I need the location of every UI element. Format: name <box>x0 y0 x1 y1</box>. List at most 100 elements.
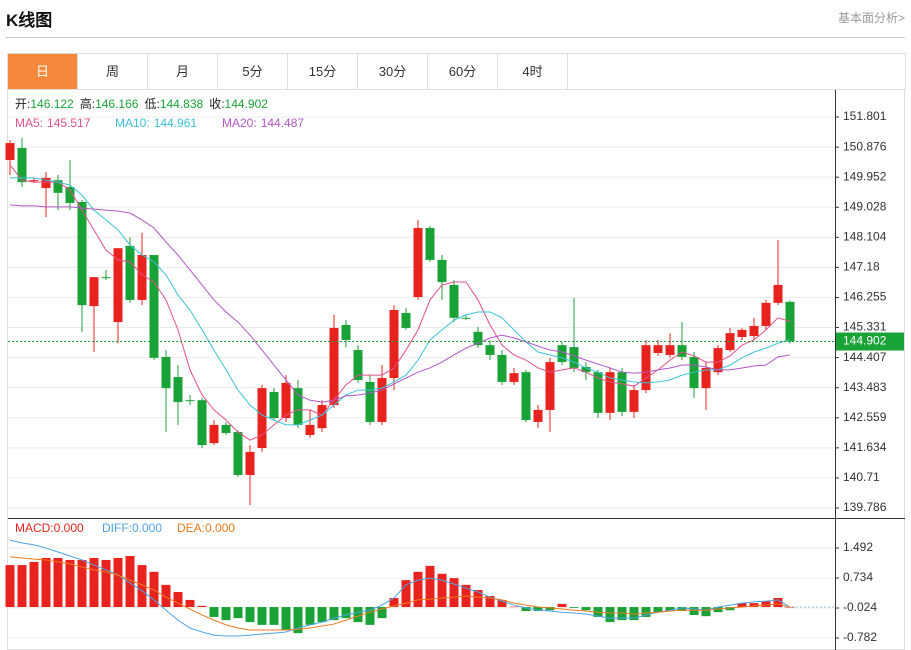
legend-value: 0.000 <box>54 521 84 535</box>
macd-bar <box>221 607 231 621</box>
y-tick-label: 143.483 <box>843 380 887 394</box>
candle-body <box>509 373 519 382</box>
macd-bar <box>245 607 255 623</box>
candle-body <box>41 177 51 188</box>
tab[interactable]: 5分 <box>218 54 288 89</box>
macd-bar <box>761 601 771 608</box>
macd-bar <box>737 603 747 608</box>
candle-body <box>569 347 579 368</box>
macd-bar <box>125 555 135 608</box>
ma-line <box>10 177 791 426</box>
candle-body <box>101 277 111 279</box>
legend-name: MA5: <box>15 116 43 130</box>
candle-body <box>113 248 123 323</box>
macd-bar <box>473 590 483 608</box>
macd-bar <box>161 584 171 608</box>
macd-bar <box>689 607 699 615</box>
candle-body <box>293 388 303 425</box>
candle-body <box>317 405 327 429</box>
legend-name: DIFF: <box>102 521 132 535</box>
tab[interactable]: 30分 <box>358 54 428 89</box>
macd-bar <box>89 557 99 608</box>
tab[interactable]: 周 <box>78 54 148 89</box>
ohlc-value: 144.838 <box>160 97 204 111</box>
macd-bar <box>353 607 363 623</box>
legend-entry: MACD:0.000 <box>15 521 84 535</box>
candle-body <box>221 424 231 434</box>
candle-body <box>581 366 591 373</box>
macd-bar <box>581 607 591 611</box>
candle-body <box>389 310 399 379</box>
macd-bar <box>113 557 123 608</box>
last-price-label: 144.902 <box>843 334 887 348</box>
macd-bar <box>617 607 627 621</box>
macd-line <box>9 556 791 631</box>
macd-bar <box>317 607 327 623</box>
candle-body <box>161 356 171 389</box>
macd-bar <box>29 561 39 608</box>
macd-bar <box>197 605 207 608</box>
macd-bar <box>521 607 531 612</box>
legend-value: 144.487 <box>261 116 305 130</box>
macd-bar <box>173 592 183 608</box>
candle-body <box>773 284 783 303</box>
macd-bar <box>149 571 159 608</box>
macd-bar <box>545 607 555 611</box>
legend-name: MA10: <box>115 116 150 130</box>
legend-entry: MA20: 144.487 <box>222 116 304 130</box>
legend-value: 0.000 <box>132 521 162 535</box>
macd-bar <box>785 607 795 608</box>
candle-body <box>533 409 543 422</box>
candle-body <box>629 390 639 412</box>
macd-bar <box>557 603 567 608</box>
macd-bar <box>509 606 519 608</box>
candle-body <box>617 372 627 412</box>
macd-bar <box>5 565 15 608</box>
tab[interactable]: 4时 <box>498 54 568 89</box>
macd-bar <box>293 607 303 634</box>
macd-bar <box>401 580 411 608</box>
candle-body <box>449 284 459 318</box>
tab[interactable]: 60分 <box>428 54 498 89</box>
candle-body <box>197 400 207 446</box>
legend-value: 145.517 <box>47 116 91 130</box>
candle-body <box>185 400 195 402</box>
tab[interactable]: 15分 <box>288 54 358 89</box>
fundamental-link[interactable]: 基本面分析> <box>837 11 905 25</box>
candle-body <box>653 345 663 353</box>
ohlc-label: 收: <box>209 97 224 111</box>
macd-bar <box>365 607 375 625</box>
macd-bar <box>677 607 687 612</box>
tab[interactable]: 日 <box>8 54 78 89</box>
candle-body <box>737 329 747 338</box>
candle-body <box>173 377 183 403</box>
legend-name: MACD: <box>15 521 54 535</box>
y-tick-label: 148.104 <box>843 229 887 243</box>
macd-bar <box>281 607 291 631</box>
macd-bar <box>413 571 423 608</box>
candle-body <box>365 381 375 422</box>
candle-body <box>413 228 423 298</box>
y-tick-label: 150.876 <box>843 139 887 153</box>
macd-bar <box>569 607 579 608</box>
y-tick-label: 151.801 <box>843 109 887 123</box>
candle-body <box>353 350 363 380</box>
candle-body <box>701 367 711 389</box>
candle-body <box>473 331 483 346</box>
macd-bar <box>701 607 711 617</box>
legend-name: DEA: <box>177 521 205 535</box>
macd-bar <box>497 599 507 608</box>
macd-bar <box>269 607 279 625</box>
candle-body <box>497 354 507 382</box>
candle-body <box>53 180 63 193</box>
candle-body <box>557 345 567 363</box>
macd-bar <box>389 597 399 608</box>
ohlc-readout: 开:146.122 高:146.166 低:144.838 收:144.902 <box>15 96 268 111</box>
macd-bar <box>605 607 615 623</box>
macd-bar <box>449 578 459 608</box>
candle-body <box>245 451 255 476</box>
y-tick-label: 146.255 <box>843 290 887 304</box>
macd-bar <box>341 607 351 619</box>
macd-bar <box>185 599 195 608</box>
tab[interactable]: 月 <box>148 54 218 89</box>
